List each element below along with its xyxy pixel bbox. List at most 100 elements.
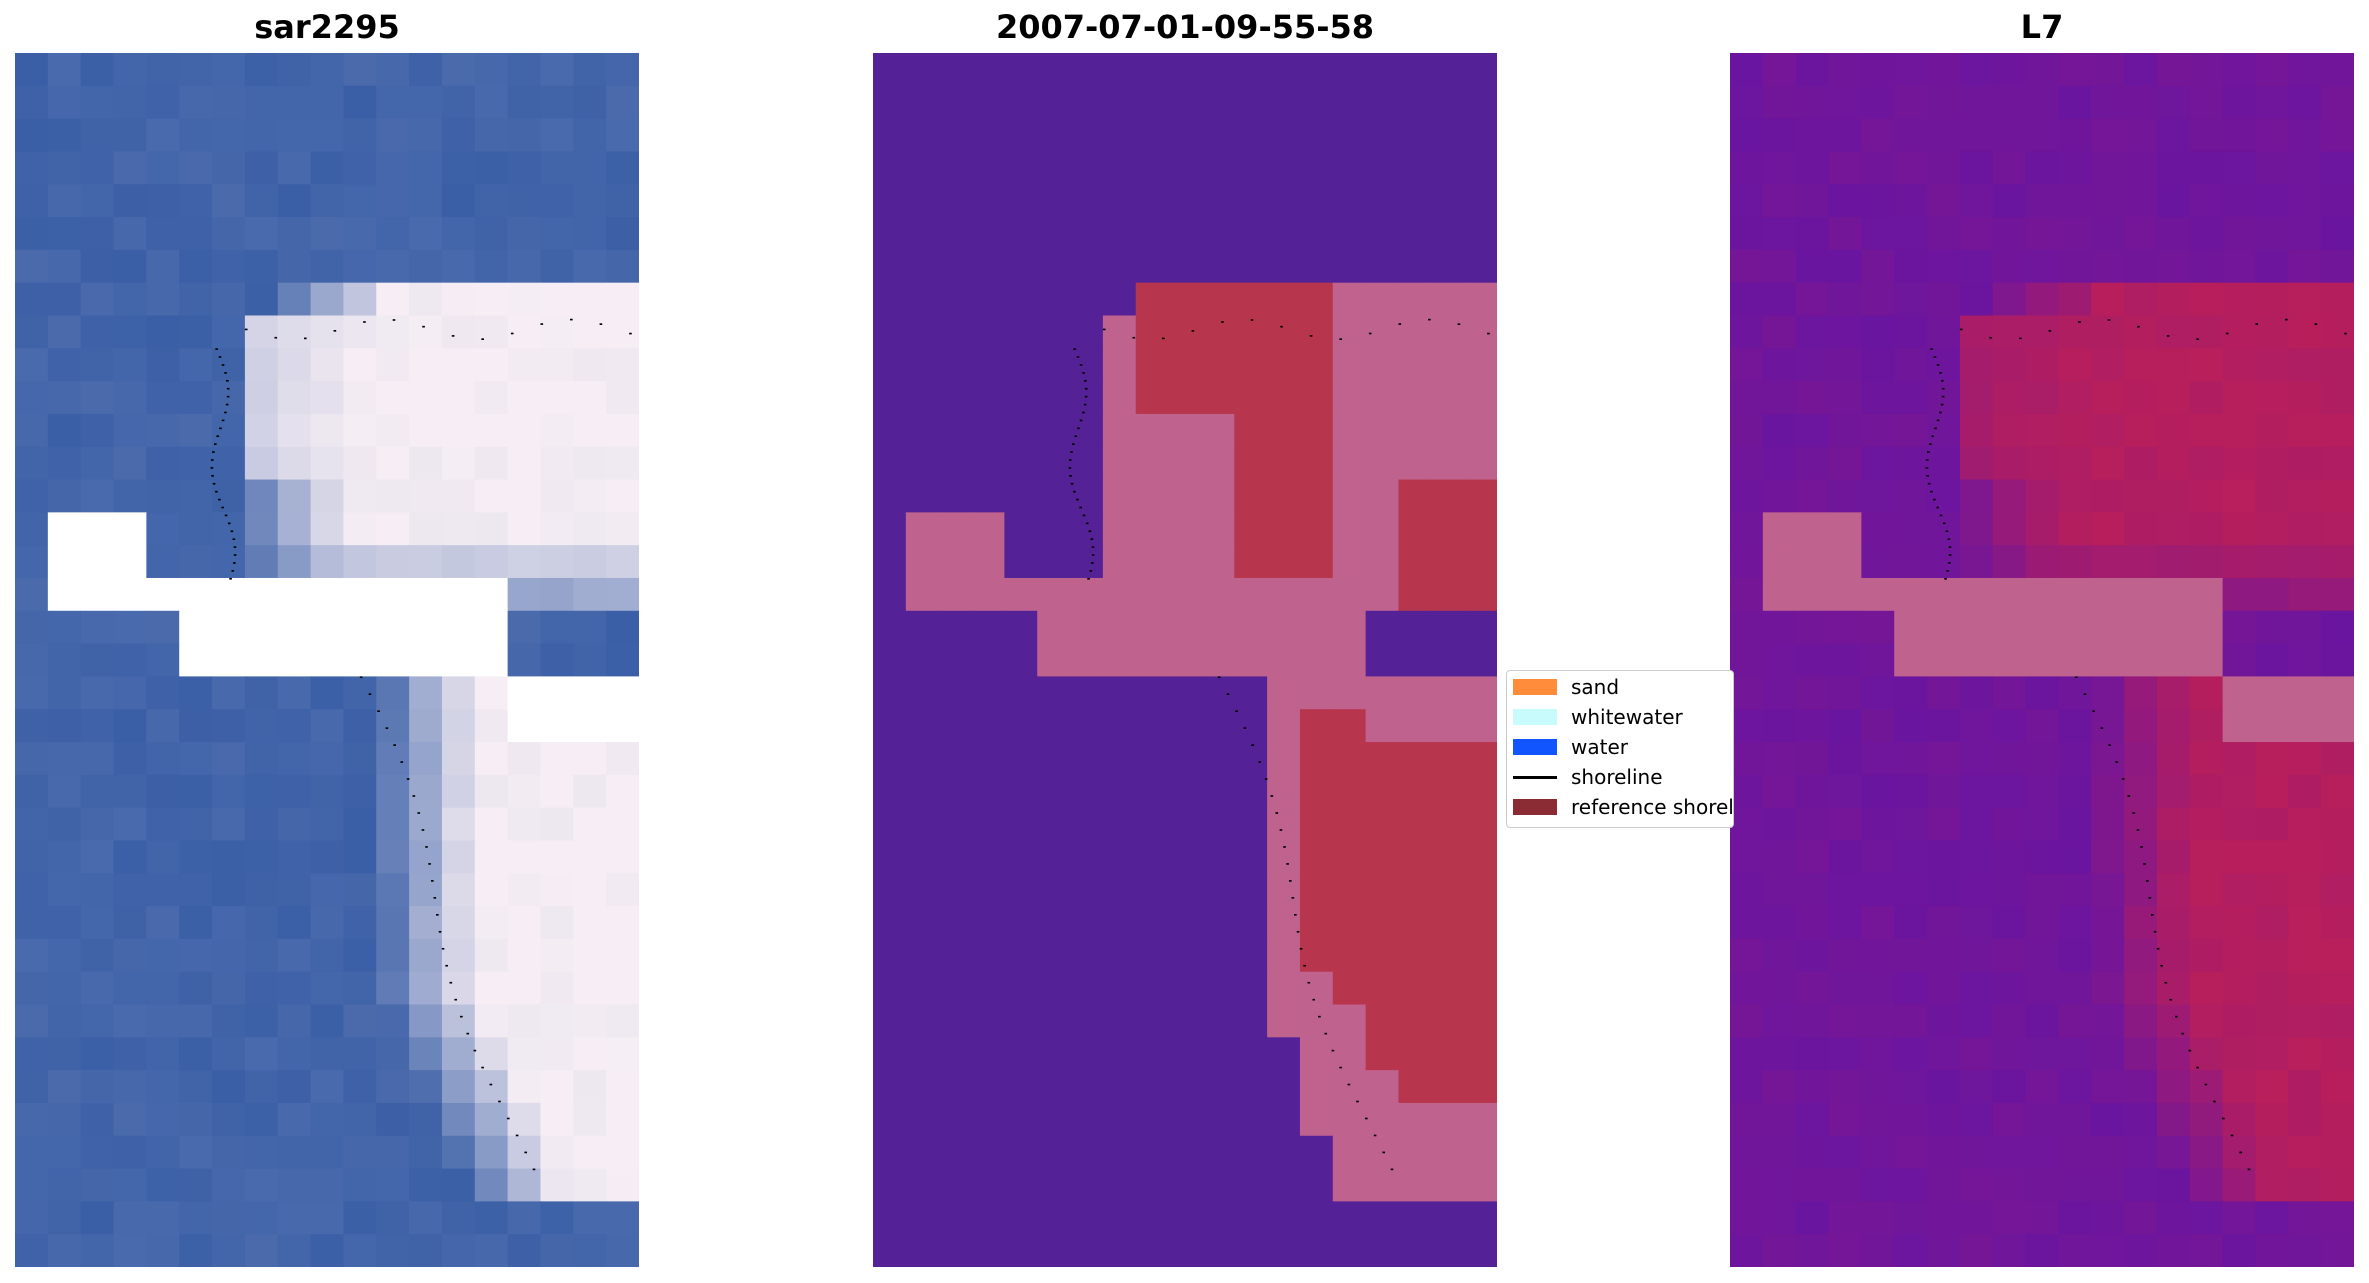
- shoreline-point: [1939, 372, 1942, 374]
- shoreline-point: [1940, 403, 1944, 406]
- shoreline-point: [1398, 323, 1402, 325]
- shoreline-point: [481, 338, 484, 340]
- shoreline-point: [385, 727, 389, 729]
- shoreline-point: [1291, 897, 1295, 899]
- shoreline-point: [2153, 930, 2157, 933]
- shoreline-point: [2143, 863, 2146, 865]
- legend-item-whitewater: whitewater: [1513, 705, 1683, 729]
- shoreline-point: [406, 778, 410, 780]
- shoreline-point: [1250, 319, 1254, 321]
- shoreline-point: [1936, 506, 1940, 509]
- shoreline-point: [1948, 562, 1951, 564]
- shoreline-point: [218, 498, 221, 501]
- shoreline-point: [2074, 676, 2078, 679]
- shoreline-point: [1947, 538, 1951, 541]
- shoreline-point: [1084, 379, 1087, 382]
- shoreline-point: [226, 379, 229, 382]
- shoreline-point: [221, 364, 225, 366]
- shoreline-point: [1959, 328, 1963, 331]
- shoreline-point: [1243, 727, 1247, 729]
- shoreline-point: [1191, 329, 1195, 332]
- shoreline-point: [417, 812, 421, 814]
- shoreline-point: [1079, 419, 1083, 422]
- shoreline-point: [377, 710, 380, 712]
- shoreline-point: [211, 475, 214, 477]
- water-swatch: [1513, 739, 1557, 755]
- shoreline-point: [1083, 403, 1087, 406]
- shoreline-point: [441, 947, 445, 950]
- shoreline-point: [1989, 336, 1993, 339]
- panel-title-l7: L7: [2020, 8, 2064, 46]
- shoreline-point: [2314, 323, 2318, 325]
- panel-title-sar2295: sar2295: [254, 8, 400, 46]
- shoreline-point: [1073, 490, 1076, 493]
- index-panel: [1730, 53, 2354, 1267]
- shoreline-point: [1074, 435, 1078, 438]
- shoreline-point: [1312, 998, 1316, 1001]
- shoreline-point: [224, 372, 227, 374]
- shoreline-point: [1077, 427, 1080, 430]
- shoreline-point: [1084, 387, 1088, 390]
- shoreline-point: [449, 981, 453, 984]
- shoreline-point: [1934, 427, 1937, 430]
- shoreline-point: [1941, 387, 1945, 390]
- shoreline-point: [1217, 676, 1221, 679]
- shoreline-point: [2137, 325, 2140, 328]
- shoreline-point: [231, 570, 235, 572]
- shoreline-point: [1303, 964, 1306, 967]
- shoreline-point: [216, 435, 220, 438]
- shoreline-point: [1251, 744, 1254, 746]
- legend-item-water: water: [1513, 735, 1628, 759]
- shoreline-point: [1382, 1151, 1386, 1154]
- shoreline-point: [1324, 1032, 1328, 1035]
- shoreline-point: [368, 693, 372, 696]
- shoreline-point: [1082, 372, 1085, 374]
- shoreline-point: [2188, 1049, 2192, 1052]
- shoreline-point: [1299, 947, 1303, 950]
- shoreline-point: [1068, 459, 1072, 461]
- shoreline-point: [466, 1032, 470, 1035]
- shoreline-point: [1073, 348, 1076, 350]
- shoreline-point: [359, 676, 363, 679]
- shoreline-point: [1069, 475, 1072, 477]
- shoreline-point: [1946, 570, 1950, 572]
- shoreline-point: [2148, 897, 2152, 899]
- shoreline-point: [2092, 710, 2095, 712]
- shoreline-point: [2221, 1117, 2225, 1120]
- shoreline-point: [1084, 395, 1088, 398]
- shoreline-point: [2225, 332, 2229, 335]
- legend-label: reference shoreline buffer: [1571, 795, 1734, 819]
- shoreline-point: [1286, 863, 1289, 865]
- shoreline-point: [2285, 318, 2288, 321]
- shoreline-point: [225, 403, 229, 406]
- shoreline-point: [1428, 318, 1431, 321]
- shoreline-point: [412, 795, 416, 797]
- shoreline-point: [1941, 395, 1945, 398]
- shoreline-point: [1288, 880, 1292, 882]
- shoreline-point: [1944, 577, 1947, 580]
- shoreline-point: [1088, 530, 1092, 533]
- shoreline-point: [1339, 1066, 1342, 1069]
- shoreline-point: [422, 325, 425, 328]
- shoreline-point: [498, 1100, 501, 1103]
- shoreline-point: [224, 411, 227, 414]
- shoreline-point: [540, 323, 544, 325]
- shoreline-point: [2169, 998, 2173, 1001]
- shoreline-point: [1373, 1134, 1377, 1137]
- shoreline-point: [1102, 328, 1106, 331]
- shoreline-point: [2160, 964, 2163, 967]
- shoreline-point: [1364, 1117, 1368, 1120]
- shoreline-point: [215, 490, 218, 493]
- shoreline-point: [2255, 323, 2259, 325]
- shoreline-point: [438, 930, 442, 933]
- shoreline-point: [1307, 981, 1311, 984]
- shoreline-point: [1936, 419, 1940, 422]
- shoreline-point: [1068, 467, 1072, 469]
- shoreline-point: [1368, 332, 1372, 335]
- shoreline-point: [1926, 475, 1929, 477]
- shoreline-point: [233, 546, 237, 548]
- shoreline-point: [210, 459, 214, 461]
- shoreline-point: [1925, 467, 1929, 469]
- shoreline-point: [2145, 880, 2149, 882]
- shoreline-point: [219, 427, 222, 430]
